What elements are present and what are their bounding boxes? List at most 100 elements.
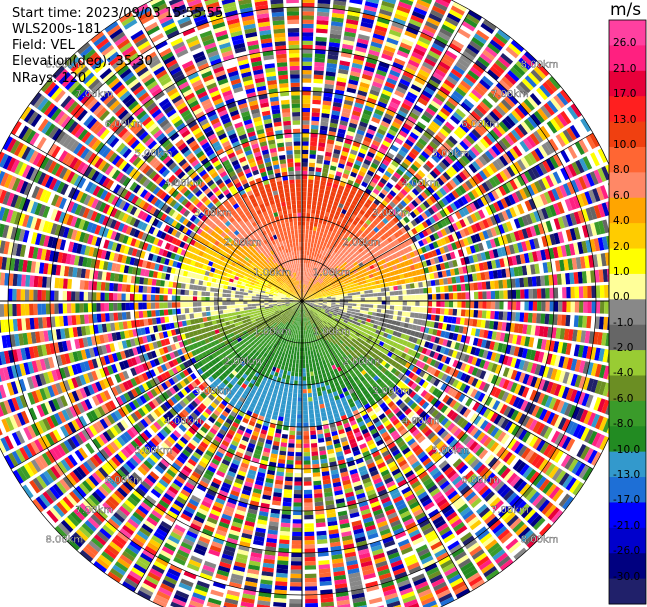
range-gate [480, 22, 495, 34]
range-gate [321, 223, 326, 229]
range-gate [469, 301, 475, 309]
range-gate [319, 133, 327, 139]
range-gate [304, 342, 307, 348]
range-gate [390, 296, 395, 301]
range-gate [325, 268, 330, 273]
range-gate [303, 292, 305, 297]
range-gate [414, 312, 419, 319]
range-gate [302, 179, 308, 184]
range-gate [302, 347, 305, 352]
range-gate [546, 100, 559, 114]
range-gate [467, 69, 480, 81]
range-gate [375, 184, 383, 192]
range-gate [463, 98, 475, 109]
range-gate [350, 171, 358, 178]
range-gate [321, 282, 326, 286]
range-gate [303, 321, 305, 327]
range-gate [290, 375, 295, 381]
range-gate [302, 330, 304, 335]
range-gate [595, 301, 601, 314]
range-gate [307, 196, 312, 201]
range-gate [316, 227, 321, 232]
range-gate [316, 154, 324, 160]
range-gate [318, 138, 326, 144]
range-gate [325, 151, 332, 157]
range-gate [304, 293, 307, 298]
range-gate [357, 125, 367, 132]
range-gate [432, 293, 437, 300]
range-gate [408, 202, 416, 210]
range-gate [343, 256, 349, 262]
range-gate [305, 284, 308, 289]
range-gate [298, 389, 302, 394]
range-gate [471, 88, 483, 100]
range-gate [513, 547, 527, 560]
range-gate [311, 289, 315, 293]
range-gate [523, 277, 529, 288]
range-gate [339, 302, 344, 305]
range-gate [473, 33, 487, 45]
range-gate [304, 552, 316, 558]
range-gate [460, 80, 472, 91]
range-gate [398, 301, 403, 306]
range-gate [331, 297, 336, 300]
range-gate [455, 86, 467, 97]
range-gate [375, 250, 382, 257]
range-gate [364, 5, 378, 13]
range-gate [498, 121, 510, 133]
range-gate [296, 359, 299, 364]
range-gate [313, 252, 318, 257]
range-gate [311, 358, 316, 364]
range-gate [325, 75, 336, 81]
range-gate [599, 301, 605, 314]
range-gate [342, 268, 348, 274]
range-gate [524, 301, 529, 311]
range-gate [320, 121, 329, 127]
range-gate [295, 367, 299, 373]
range-gate [326, 303, 332, 306]
range-gate [302, 53, 313, 58]
range-gate [387, 319, 393, 324]
range-gate [439, 174, 448, 184]
range-gate [302, 342, 305, 348]
range-gate [347, 295, 353, 299]
range-gate [312, 472, 321, 478]
range-gate [321, 246, 326, 251]
range-gate [304, 498, 313, 503]
range-gate [298, 334, 301, 339]
range-gate [382, 140, 391, 148]
range-gate [459, 140, 469, 151]
range-gate [371, 312, 377, 316]
range-gate [320, 210, 325, 216]
range-gate [307, 285, 310, 290]
range-gate [308, 281, 311, 286]
range-gate [524, 75, 537, 88]
range-gate [377, 213, 385, 220]
range-gate [302, 112, 310, 117]
range-gate [366, 57, 378, 65]
range-gate [322, 202, 328, 208]
range-gate [435, 189, 444, 199]
range-gate [300, 317, 302, 322]
range-gate [325, 281, 330, 285]
range-gate [364, 297, 370, 301]
range-gate [457, 292, 462, 300]
range-gate [303, 280, 306, 285]
range-gate [431, 204, 439, 213]
range-gate [304, 556, 316, 562]
range-gate [352, 58, 364, 66]
range-gate [353, 282, 359, 287]
range-gate [432, 301, 437, 307]
range-gate [302, 91, 311, 96]
range-gate [302, 187, 307, 192]
range-gate [372, 158, 381, 166]
range-gate [455, 317, 461, 325]
range-gate [337, 189, 343, 195]
range-gate [499, 301, 504, 310]
range-gate [477, 122, 488, 134]
range-gate [369, 277, 375, 282]
range-gate [448, 166, 458, 176]
range-gate [502, 152, 512, 164]
range-gate [344, 251, 350, 256]
range-gate [305, 221, 310, 226]
